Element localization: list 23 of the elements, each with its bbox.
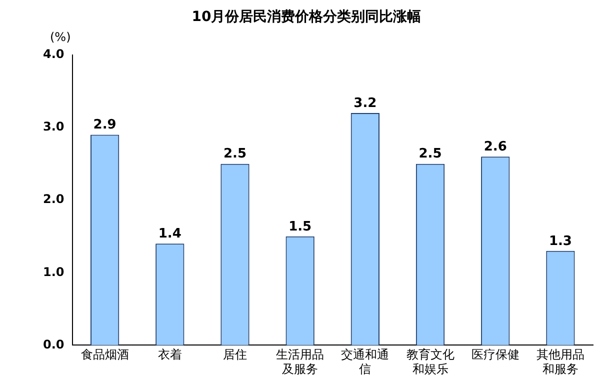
x-tick-label: 衣着 <box>158 348 182 362</box>
data-label: 2.9 <box>93 118 116 133</box>
data-label: 1.5 <box>288 219 312 234</box>
x-tick-label: 其他用品和服务 <box>536 348 584 376</box>
x-tick-label: 生活用品及服务 <box>276 348 324 376</box>
x-tick-label: 居住 <box>222 348 247 362</box>
data-label: 3.2 <box>354 96 377 111</box>
y-tick-label: 4.0 <box>42 47 64 62</box>
y-tick-label: 1.0 <box>42 264 64 279</box>
x-tick-label: 医疗保健 <box>471 348 520 362</box>
data-label: 2.5 <box>418 146 442 162</box>
data-label: 1.3 <box>548 234 572 249</box>
data-label: 2.6 <box>484 139 507 154</box>
y-tick-label: 0.0 <box>42 337 64 352</box>
x-tick-label: 教育文化和娱乐 <box>406 348 454 376</box>
chart-title: 10月份居民消费价格分类别同比涨幅 <box>190 8 422 26</box>
data-label: 1.4 <box>158 226 182 242</box>
x-tick-label: 交通和通信 <box>341 348 390 376</box>
y-tick-label: 2.0 <box>42 192 64 206</box>
data-label: 2.5 <box>223 146 247 162</box>
y-axis-title: (%) <box>50 30 71 44</box>
x-tick-label: 食品烟酒 <box>80 348 129 362</box>
y-tick-label: 3.0 <box>42 120 64 134</box>
